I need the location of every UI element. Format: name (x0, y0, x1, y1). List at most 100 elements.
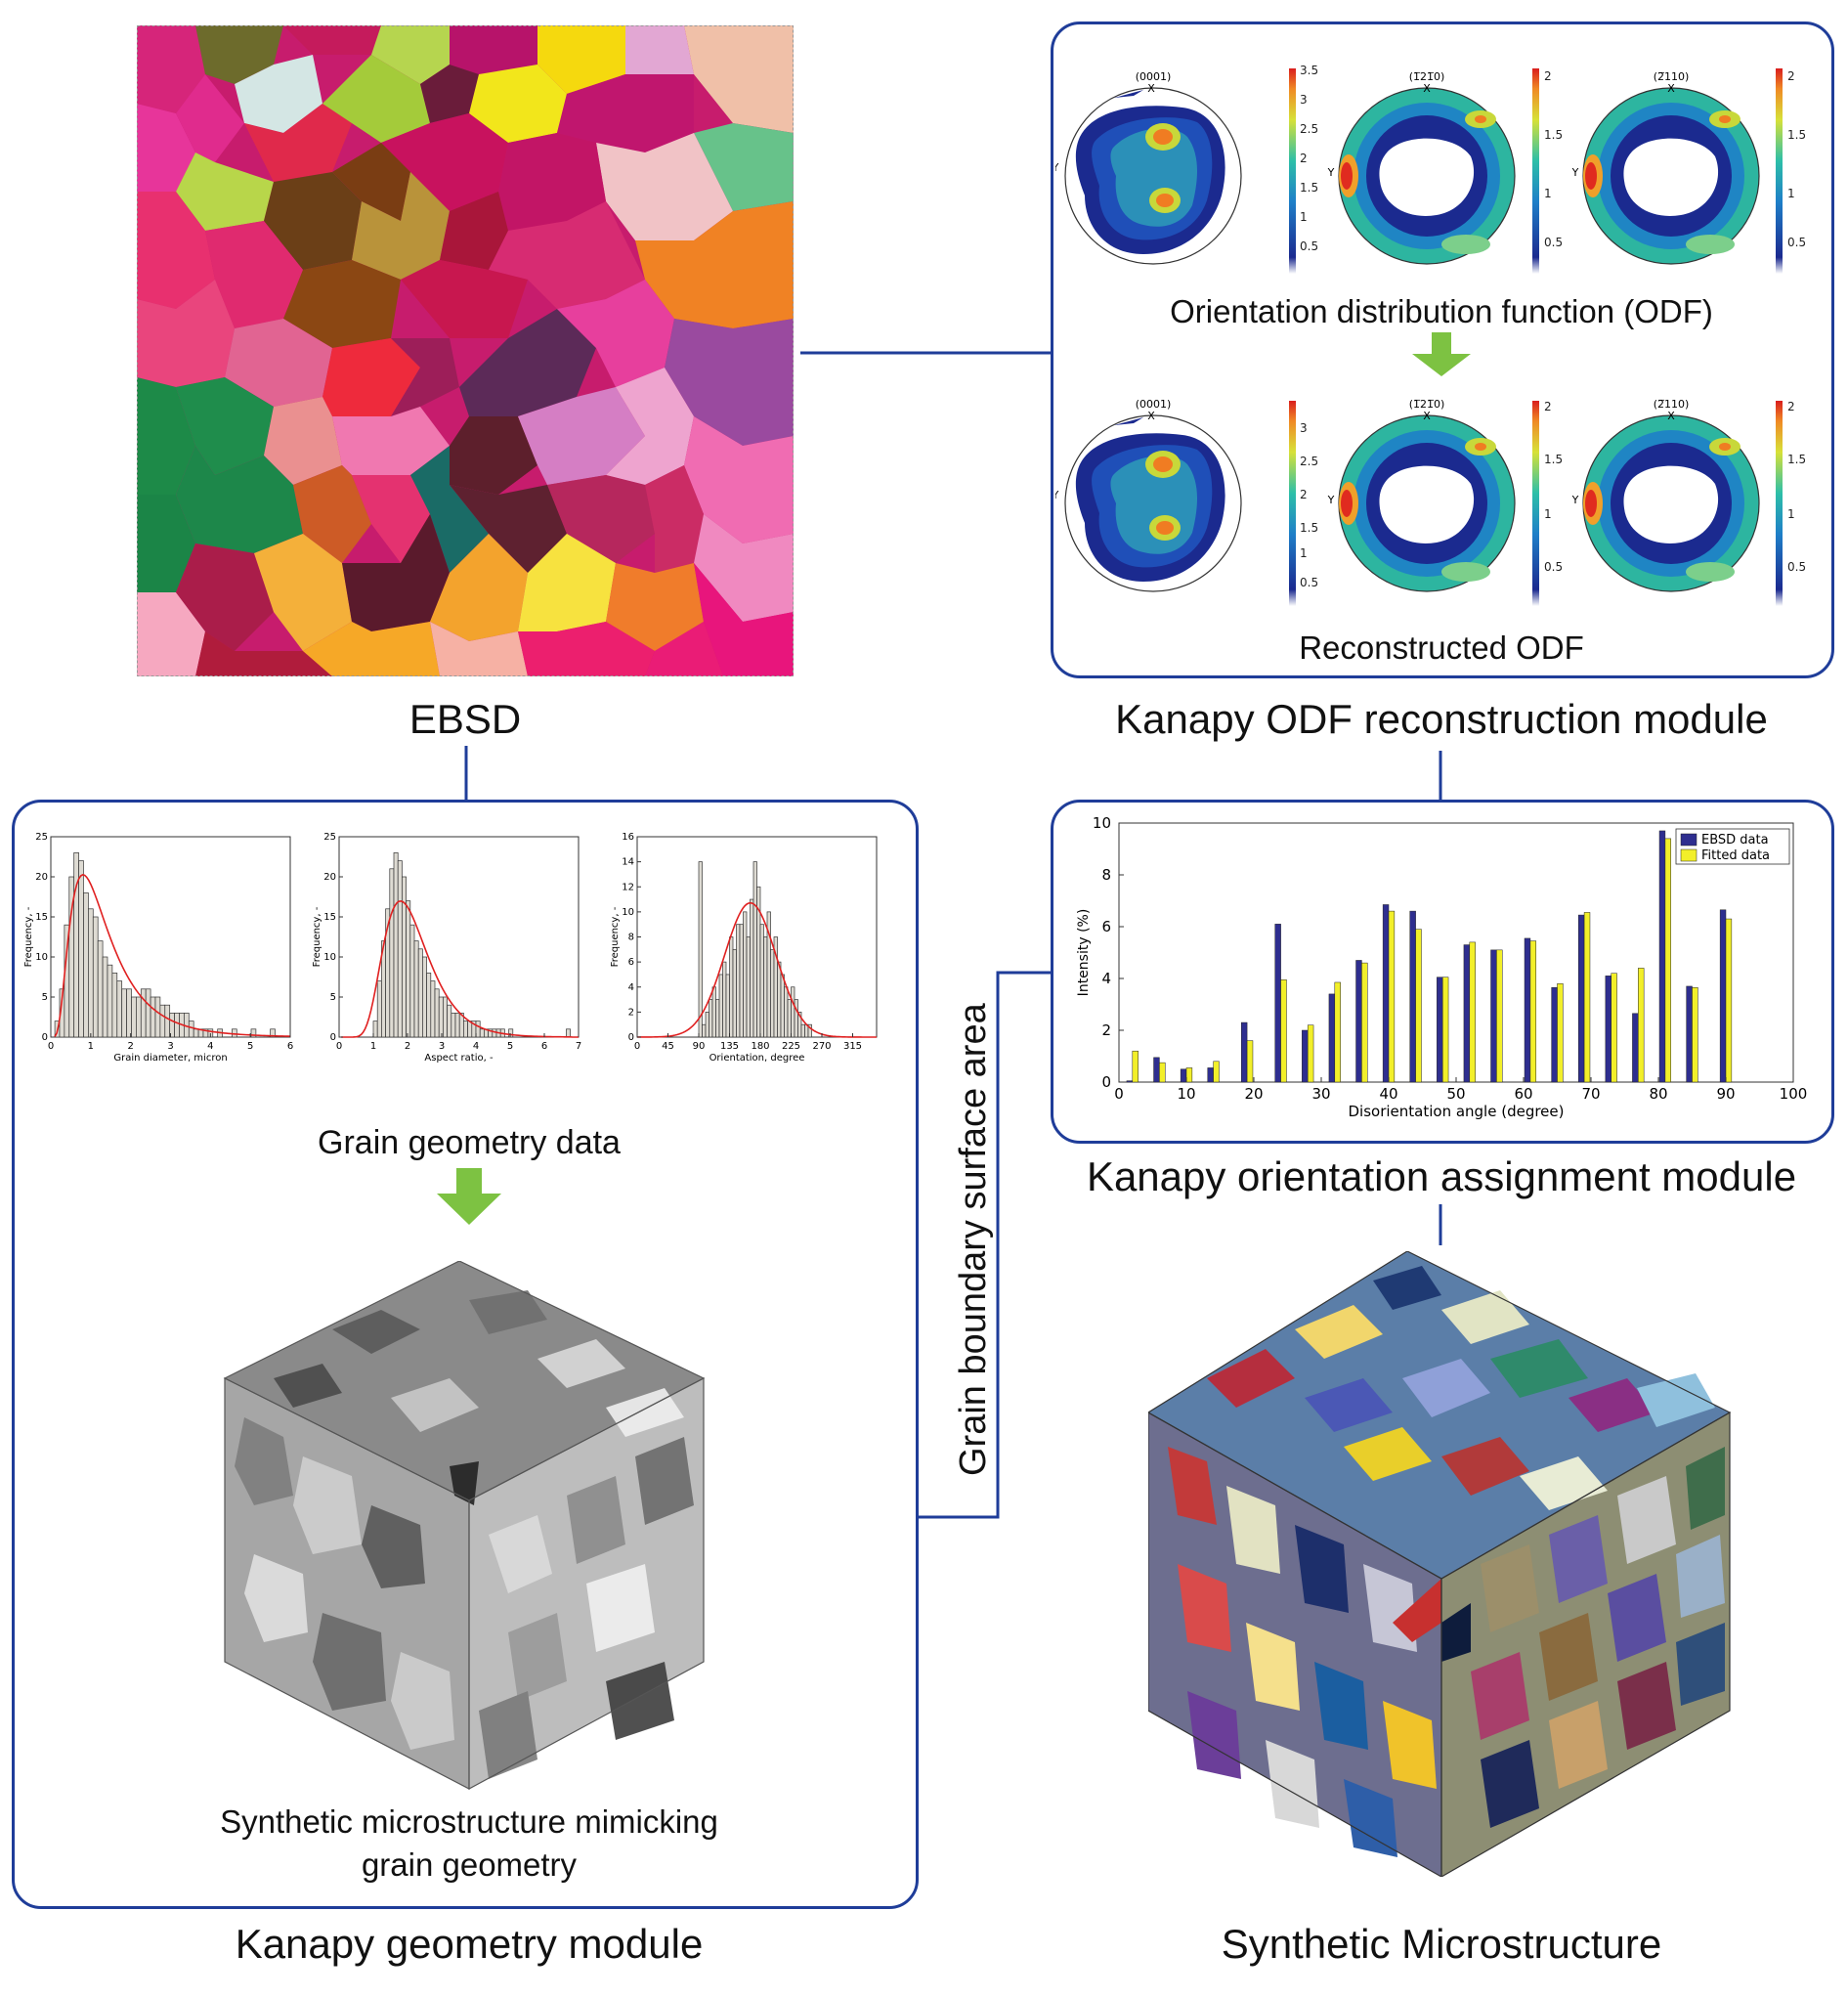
colorbar-1-top-ticks: 3.5 3 2.5 2 1.5 1 0.5 (1300, 64, 1318, 253)
svg-text:0.5: 0.5 (1544, 560, 1563, 574)
histogram-bar (397, 860, 403, 1038)
x-tick-label: 135 (720, 1041, 739, 1052)
ebsd-bar (1605, 976, 1612, 1083)
x-tick-label: 50 (1446, 1085, 1465, 1103)
ebsd-bar (1274, 924, 1281, 1083)
legend-label: Fitted data (1701, 848, 1770, 863)
fitted-bar (1557, 983, 1564, 1083)
histogram-bar (417, 948, 423, 1038)
histogram-bar (794, 999, 798, 1038)
x-tick-label: 2 (127, 1041, 133, 1052)
histogram-bar (136, 996, 142, 1038)
x-tick-label: 5 (247, 1041, 253, 1052)
svg-text:1.5: 1.5 (1787, 128, 1806, 142)
y-tick-label: 0 (330, 1032, 336, 1043)
svg-text:0.5: 0.5 (1300, 239, 1318, 253)
svg-text:2.5: 2.5 (1300, 122, 1318, 136)
histogram-bar (718, 974, 723, 1038)
histogram-bar (250, 1028, 257, 1038)
x-tick-label: 45 (662, 1041, 674, 1052)
grain-geometry-caption: Grain geometry data (318, 1124, 621, 1161)
y-tick-label: 25 (35, 832, 48, 843)
synthetic-geometry-caption: Synthetic microstructure mimicking grain… (117, 1801, 821, 1887)
y-tick-label: 5 (42, 992, 48, 1003)
histogram-bar (376, 980, 382, 1038)
x-axis-label: Orientation, degree (709, 1053, 805, 1064)
x-tick-label: 0 (336, 1041, 342, 1052)
histogram-bar (438, 996, 444, 1038)
histogram-bar (732, 948, 737, 1038)
svg-text:1: 1 (1544, 187, 1552, 200)
ebsd-bar (1719, 909, 1727, 1083)
legend-label: EBSD data (1701, 833, 1769, 847)
fitted-bar (1307, 1024, 1314, 1083)
histogram-bar (492, 1028, 497, 1038)
histogram-bar (107, 964, 113, 1038)
y-tick-label: 6 (1101, 918, 1111, 935)
svg-text:(2̅110): (2̅110) (1654, 398, 1690, 411)
x-tick-label: 7 (576, 1041, 581, 1052)
histogram-bar (406, 900, 411, 1038)
svg-text:X: X (1147, 410, 1155, 422)
x-tick-label: 100 (1780, 1085, 1808, 1103)
y-axis-label: Frequency, - (610, 906, 621, 967)
svg-text:X: X (1147, 82, 1155, 95)
histogram-bar (422, 956, 427, 1038)
x-tick-label: 3 (439, 1041, 445, 1052)
histogram-bar (402, 876, 407, 1038)
pole-figure-2110-bottom: (2̅110) X Y (1571, 398, 1760, 592)
ebsd-bar (1126, 1080, 1134, 1083)
ebsd-bar (1524, 937, 1531, 1083)
fitted-bar (1132, 1050, 1139, 1083)
x-tick-label: 90 (693, 1041, 706, 1052)
y-axis-label: Intensity (%) (1076, 909, 1092, 997)
svg-text:Y: Y (1571, 166, 1579, 179)
y-tick-label: 14 (622, 857, 634, 868)
y-tick-label: 8 (628, 933, 634, 943)
svg-text:Y: Y (1055, 161, 1059, 174)
ebsd-bar (1355, 960, 1362, 1083)
aspect-ratio-histogram: 0 1 2 3 4 5 6 7 0 5 10 15 20 25 Aspect ratio, - Frequen… (312, 832, 581, 1064)
histogram-bar (97, 940, 104, 1038)
x-tick-label: 10 (1177, 1085, 1195, 1103)
y-axis-label: Frequency, - (23, 906, 34, 967)
histogram-bar (807, 1023, 812, 1038)
histogram-bar (188, 1021, 194, 1038)
svg-text:3: 3 (1300, 421, 1308, 435)
y-tick-label: 10 (323, 952, 336, 963)
histogram-bar (508, 1028, 514, 1038)
fitted-bar (1334, 981, 1341, 1083)
histogram-bar (372, 1021, 378, 1038)
x-tick-label: 3 (167, 1041, 173, 1052)
plot-area (1118, 822, 1794, 1083)
svg-text:0.5: 0.5 (1787, 236, 1806, 249)
histogram-bar (759, 924, 764, 1038)
svg-text:1.5: 1.5 (1787, 453, 1806, 466)
histogram-bar (479, 1028, 485, 1038)
histogram-bar (475, 1021, 481, 1038)
svg-text:X: X (1423, 410, 1431, 422)
histogram-bar (389, 868, 395, 1038)
y-tick-label: 16 (622, 832, 634, 843)
histogram-bar (467, 1021, 473, 1038)
y-tick-label: 5 (330, 992, 336, 1003)
histogram-bar (126, 988, 132, 1038)
histogram-bar (447, 1004, 452, 1038)
histogram-bar (698, 861, 703, 1038)
ebsd-bar (1686, 985, 1693, 1083)
x-tick-label: 180 (751, 1041, 769, 1052)
x-axis-label: Disorientation angle (degree) (1348, 1103, 1564, 1120)
histogram-bar (443, 996, 448, 1038)
histogram-bar (154, 996, 161, 1038)
fitted-bar (1213, 1061, 1220, 1083)
odf-caption: Orientation distribution function (ODF) (1170, 293, 1713, 329)
fitted-bar (1159, 1062, 1166, 1083)
ebsd-bar (1302, 1029, 1309, 1083)
fitted-bar (1496, 949, 1503, 1083)
histogram-bar (174, 1013, 180, 1038)
ebsd-bar (1490, 949, 1497, 1083)
fitted-bar (1415, 929, 1422, 1083)
svg-text:0.5: 0.5 (1300, 576, 1318, 589)
histogram-bar (463, 1021, 468, 1038)
svg-text:Y: Y (1327, 166, 1335, 179)
